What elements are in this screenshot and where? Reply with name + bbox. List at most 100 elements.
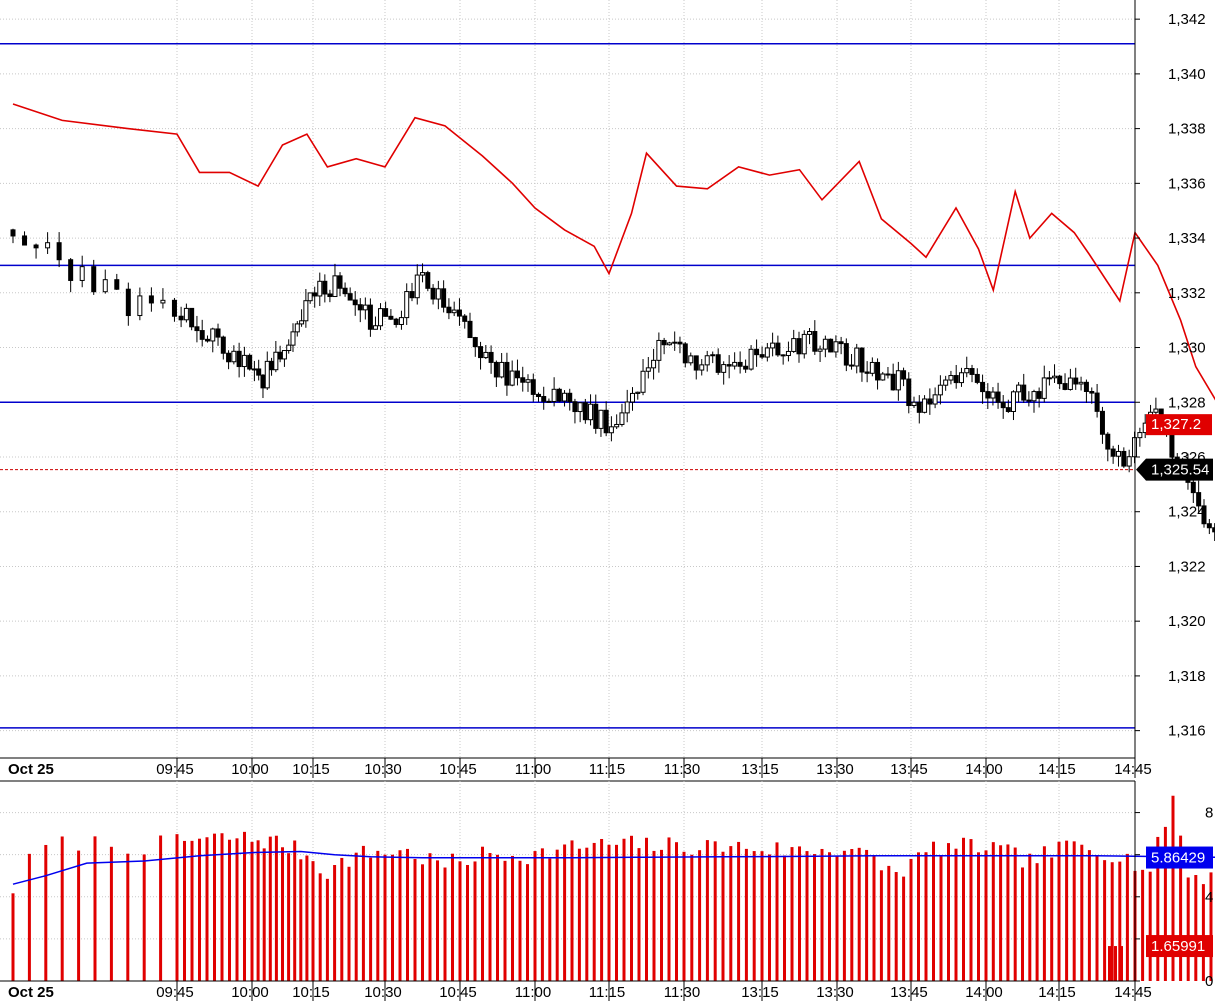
price-candle-body — [281, 350, 287, 360]
price-candle-body — [822, 338, 828, 350]
price-candle-body — [1057, 375, 1063, 385]
volume-bar — [466, 864, 469, 981]
volume-bar — [721, 851, 725, 981]
price-candle-body — [614, 423, 620, 428]
price-candle-body — [273, 351, 279, 371]
price-candle-body — [342, 287, 348, 295]
red-series-tag: 1,327.2 — [1146, 414, 1212, 436]
price-candle-body — [204, 338, 210, 342]
price-grid — [0, 0, 1135, 758]
price-candle-body — [357, 304, 363, 311]
volume-bar — [850, 849, 854, 981]
price-candle-body — [322, 280, 328, 295]
volume-bar — [458, 861, 462, 981]
volume-last-tag-label: 1.65991 — [1151, 938, 1205, 955]
price-candle-body — [1099, 410, 1105, 435]
volume-bar — [1125, 853, 1129, 981]
price-candle-body — [567, 392, 573, 403]
price-candle-body — [22, 235, 28, 246]
volume-bar — [511, 855, 514, 981]
time-axis-bottom-label: Oct 25 — [8, 984, 54, 1001]
volume-bar — [1110, 862, 1114, 981]
price-candle-body — [499, 361, 505, 378]
price-candle-body — [256, 368, 262, 376]
price-candle-body — [1206, 523, 1212, 529]
volume-bar — [11, 893, 15, 981]
price-candle-body — [833, 341, 839, 353]
volume-bar — [991, 842, 995, 981]
price-candle-body — [493, 361, 499, 378]
time-axis-top-label: 13:30 — [816, 761, 854, 778]
time-axis-bottom-label: 13:30 — [816, 984, 854, 1001]
volume-bar — [563, 844, 567, 981]
volume-bar — [391, 854, 394, 981]
price-candle-body — [619, 412, 625, 425]
price-candle-body — [764, 347, 770, 358]
volume-bar — [555, 849, 559, 981]
time-axis-top-label: 11:15 — [589, 761, 625, 778]
volume-bar — [250, 841, 254, 981]
volume-bar — [872, 855, 876, 981]
time-axis-bottom-label: 11:15 — [589, 984, 625, 1001]
price-candle-body — [748, 348, 754, 370]
price-candle-body — [1105, 433, 1111, 450]
price-candle-body — [807, 331, 813, 335]
price-candle-body — [828, 338, 834, 353]
volume-bar — [398, 850, 402, 981]
price-candle-body — [1153, 408, 1159, 413]
price-candle-body — [125, 288, 131, 317]
price-candle-body — [286, 344, 292, 352]
price-candle-body — [880, 373, 886, 381]
price-candle-body — [1089, 390, 1095, 394]
time-axis-top-label: 13:15 — [741, 761, 779, 778]
price-y-tick-label: 1,340 — [1168, 66, 1206, 83]
time-axis-top-label: 10:30 — [364, 761, 402, 778]
price-candle-body — [45, 242, 51, 249]
price-candle-body — [854, 347, 860, 367]
time-axis-bottom-label: 09:45 — [156, 984, 194, 1001]
price-candle-body — [525, 379, 531, 383]
volume-bar — [220, 833, 224, 981]
price-candle-body — [556, 388, 562, 402]
price-candle-body — [1126, 456, 1132, 467]
price-candle-body — [91, 266, 97, 293]
price-y-tick-label: 1,332 — [1168, 285, 1206, 302]
price-candle-body — [210, 328, 216, 342]
price-candle-body — [456, 309, 462, 317]
volume-bar — [894, 872, 898, 981]
price-candle-body — [303, 300, 309, 322]
price-candle-body — [759, 354, 765, 358]
volume-bar — [243, 831, 246, 981]
volume-bar — [109, 846, 113, 981]
volume-bar — [939, 856, 943, 981]
volume-bar — [305, 855, 309, 981]
price-candle-body — [843, 343, 849, 366]
price-candle-body — [710, 354, 716, 357]
volume-bar — [682, 851, 686, 981]
price-candle-body — [980, 381, 986, 393]
price-candle-body — [277, 351, 283, 360]
volume-bar — [175, 834, 179, 981]
price-candle-body — [541, 396, 547, 402]
time-axis-bottom-label: 14:15 — [1038, 984, 1076, 1001]
volume-bar — [592, 842, 596, 981]
volume-bar — [879, 870, 883, 981]
volume-bar — [333, 865, 337, 981]
price-candle-body — [488, 351, 494, 363]
volume-bar — [548, 858, 552, 981]
price-candle-body — [441, 288, 447, 308]
price-candle-body — [1000, 401, 1006, 409]
price-candle-body — [451, 309, 457, 314]
price-candle-body — [682, 343, 688, 364]
volume-bar — [698, 850, 702, 981]
price-candle-body — [943, 379, 949, 386]
price-candle-body — [562, 392, 568, 402]
price-candle-body — [199, 330, 205, 340]
price-candle-body — [859, 347, 865, 373]
price-candle-body — [1021, 384, 1027, 401]
volume-average-tag-bg — [1146, 846, 1213, 869]
price-candle-body — [425, 272, 431, 289]
volume-y-tick-label: 8 — [1205, 805, 1213, 822]
price-candle-body — [1083, 381, 1089, 392]
